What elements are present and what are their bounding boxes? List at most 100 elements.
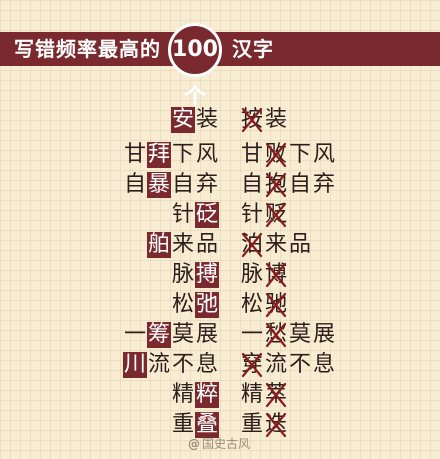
correct-phrase: 脉搏 <box>171 260 219 290</box>
phrase-char: 流 <box>147 352 170 377</box>
wrong-phrase: 泊来品 <box>240 230 312 260</box>
phrase-char: 展 <box>195 322 218 347</box>
phrase-char: 下 <box>288 142 311 167</box>
crossed-wrong-char: 按 <box>240 105 264 135</box>
watermark-name: 国史古风 <box>202 437 251 451</box>
highlighted-correct-char: 筹 <box>147 322 171 348</box>
phrase-char: 脉 <box>240 262 263 287</box>
phrase-char: 不 <box>171 352 194 377</box>
phrase-char: 莫 <box>171 322 194 347</box>
phrase-char: 装 <box>264 107 287 132</box>
highlighted-correct-char: 舶 <box>147 232 171 258</box>
phrase-char: 重 <box>240 412 263 437</box>
highlighted-correct-char: 拜 <box>147 142 171 168</box>
phrase-char: 品 <box>288 232 311 257</box>
phrase-char: 自 <box>123 172 146 197</box>
wrong-phrase: 针贬 <box>240 200 288 230</box>
wrong-phrase: 松驰 <box>240 290 288 320</box>
correct-phrase: 重叠 <box>171 410 219 440</box>
wrong-phrase: 自抱自弃 <box>240 170 336 200</box>
phrase-char: 品 <box>195 232 218 257</box>
phrase-char: 息 <box>312 352 335 377</box>
watermark: @ 国史古风 <box>188 436 250 452</box>
title-text-left: 写错频率最高的 <box>14 37 161 61</box>
wrong-phrase: 按装 <box>240 105 288 135</box>
phrase-char: 甘 <box>123 142 146 167</box>
phrase-char: 下 <box>171 142 194 167</box>
word-row: 甘拜下风甘败下风 <box>0 140 440 170</box>
highlighted-correct-char: 搏 <box>195 262 219 288</box>
phrase-char: 来 <box>171 232 194 257</box>
crossed-wrong-char: 抱 <box>264 170 288 200</box>
highlighted-correct-char: 粹 <box>195 382 219 408</box>
highlighted-correct-char: 川 <box>123 352 147 378</box>
phrase-char: 松 <box>171 292 194 317</box>
correct-phrase: 松弛 <box>171 290 219 320</box>
crossed-wrong-char: 泊 <box>240 230 264 260</box>
crossed-wrong-char: 愁 <box>264 320 288 350</box>
phrase-char: 自 <box>240 172 263 197</box>
phrase-char: 精 <box>171 382 194 407</box>
phrase-char: 一 <box>123 322 146 347</box>
strike-cross-icon <box>265 262 287 288</box>
crossed-wrong-char: 穿 <box>240 350 264 380</box>
crossed-wrong-char: 驰 <box>264 290 288 320</box>
highlighted-correct-char: 安 <box>171 107 195 133</box>
wrong-phrase: 重迭 <box>240 410 288 440</box>
crossed-wrong-char: 迭 <box>264 410 288 440</box>
word-row: 松弛松驰 <box>0 290 440 320</box>
correct-phrase: 针砭 <box>171 200 219 230</box>
strike-cross-icon <box>241 352 263 378</box>
phrase-char: 甘 <box>240 142 263 167</box>
word-row: 自暴自弃自抱自弃 <box>0 170 440 200</box>
wrong-phrase: 精萃 <box>240 380 288 410</box>
word-row: 舶来品泊来品 <box>0 230 440 260</box>
highlighted-correct-char: 暴 <box>147 172 171 198</box>
word-row: 一筹莫展一愁莫展 <box>0 320 440 350</box>
phrase-char: 来 <box>264 232 287 257</box>
word-row: 精粹精萃 <box>0 380 440 410</box>
word-row: 针砭针贬 <box>0 200 440 230</box>
phrase-char: 弃 <box>195 172 218 197</box>
strike-cross-icon <box>265 292 287 318</box>
title-text-right: 汉字 <box>232 37 274 61</box>
phrase-char: 自 <box>288 172 311 197</box>
phrase-char: 脉 <box>171 262 194 287</box>
strike-cross-icon <box>265 322 287 348</box>
count-badge: 100个 <box>168 23 222 110</box>
wrong-phrase: 一愁莫展 <box>240 320 336 350</box>
correct-phrase: 自暴自弃 <box>123 170 219 200</box>
phrase-char: 一 <box>240 322 263 347</box>
count-badge-text: 100个 <box>172 37 218 110</box>
word-row: 川流不息穿流不息 <box>0 350 440 380</box>
correct-phrase: 一筹莫展 <box>123 320 219 350</box>
strike-cross-icon <box>265 172 287 198</box>
phrase-char: 针 <box>171 202 194 227</box>
highlighted-correct-char: 弛 <box>195 292 219 318</box>
phrase-char: 装 <box>195 107 218 132</box>
crossed-wrong-char: 贬 <box>264 200 288 230</box>
phrase-char: 弃 <box>312 172 335 197</box>
word-row: 脉搏脉博 <box>0 260 440 290</box>
wrong-phrase: 甘败下风 <box>240 140 336 170</box>
phrase-char: 重 <box>171 412 194 437</box>
word-row: 安装按装 <box>0 105 440 135</box>
watermark-at: @ <box>188 437 200 451</box>
word-row: 重叠重迭 <box>0 410 440 440</box>
phrase-char: 自 <box>171 172 194 197</box>
highlighted-correct-char: 叠 <box>195 412 219 438</box>
wrong-phrase: 脉博 <box>240 260 288 290</box>
strike-cross-icon <box>265 412 287 438</box>
phrase-char: 针 <box>240 202 263 227</box>
header: 写错频率最高的 100个 汉字 <box>0 0 440 110</box>
strike-cross-icon <box>241 232 263 258</box>
strike-cross-icon <box>265 202 287 228</box>
phrase-char: 息 <box>195 352 218 377</box>
phrase-char: 展 <box>312 322 335 347</box>
strike-cross-icon <box>265 382 287 408</box>
strike-cross-icon <box>265 142 287 168</box>
phrase-char: 莫 <box>288 322 311 347</box>
phrase-char: 不 <box>288 352 311 377</box>
strike-cross-icon <box>241 107 263 133</box>
crossed-wrong-char: 萃 <box>264 380 288 410</box>
